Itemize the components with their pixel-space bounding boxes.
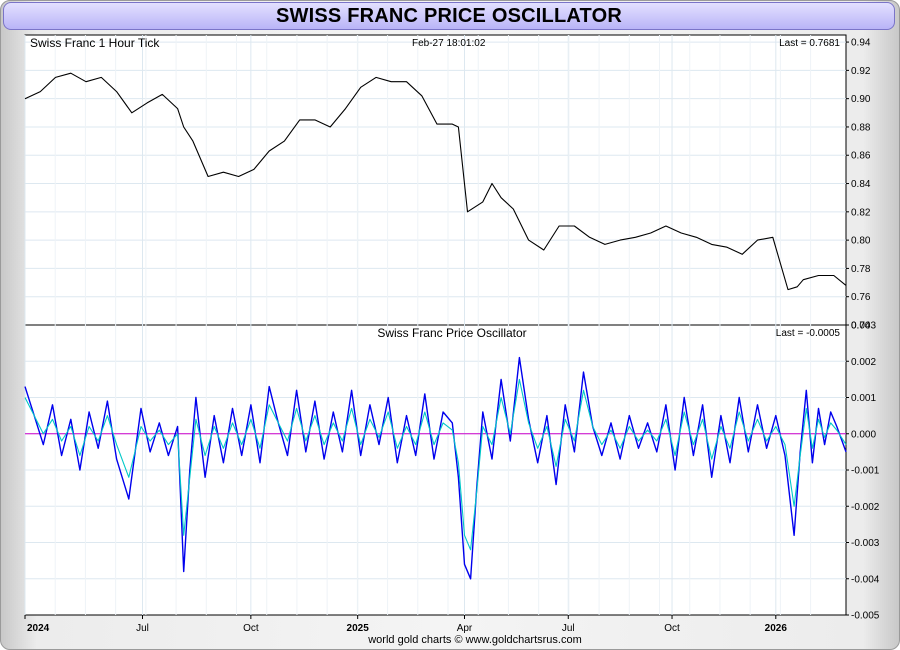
x-tick-label: Apr — [457, 623, 473, 634]
top-panel — [24, 34, 847, 326]
y-tick-label: 0.76 — [851, 292, 871, 303]
price-last-value: Last = 0.7681 — [779, 38, 840, 49]
oscillator-signal-line — [24, 378, 847, 551]
y-tick-label: 0.92 — [851, 66, 871, 77]
x-tick-label: 2024 — [27, 623, 50, 634]
x-tick-label: Oct — [664, 623, 680, 634]
y-tick-label: 0.001 — [851, 393, 876, 404]
oscillator-chart-title: Swiss Franc Price Oscillator — [377, 326, 526, 340]
oscillator-last-value: Last = -0.0005 — [776, 328, 841, 339]
y-tick-label: 0.74 — [851, 321, 871, 332]
grid-layer — [24, 35, 849, 619]
footer-credit: world gold charts © www.goldchartsrus.co… — [367, 634, 582, 646]
y-tick-label: -0.004 — [851, 574, 880, 585]
y-tick-label: 0.86 — [851, 151, 871, 162]
y-tick-label: -0.002 — [851, 502, 880, 513]
oscillator-series-line — [24, 356, 847, 580]
y-tick-label: 0.78 — [851, 264, 871, 275]
label-layer: Swiss Franc 1 Hour Tick Feb-27 18:01:02 … — [27, 36, 880, 646]
price-series-line — [24, 72, 847, 291]
series-layer — [24, 72, 847, 580]
y-tick-label: 0.84 — [851, 179, 871, 190]
y-tick-label: 0.000 — [851, 429, 876, 440]
y-tick-label: 0.80 — [851, 236, 871, 247]
y-tick-label: 0.90 — [851, 94, 871, 105]
y-tick-label: 0.94 — [851, 38, 871, 49]
y-tick-label: -0.003 — [851, 538, 880, 549]
x-tick-label: 2025 — [347, 623, 370, 634]
y-tick-label: 0.002 — [851, 357, 876, 368]
x-tick-label: Jul — [562, 623, 575, 634]
y-tick-label: -0.001 — [851, 466, 880, 477]
x-tick-label: Oct — [243, 623, 259, 634]
x-tick-label: Jul — [136, 623, 149, 634]
y-tick-label: 0.82 — [851, 207, 871, 218]
price-chart-title: Swiss Franc 1 Hour Tick — [30, 36, 160, 50]
price-chart-timestamp: Feb-27 18:01:02 — [412, 38, 486, 49]
page-title: SWISS FRANC PRICE OSCILLATOR — [276, 5, 622, 27]
title-bar: SWISS FRANC PRICE OSCILLATOR — [3, 2, 895, 30]
y-tick-label: 0.88 — [851, 122, 871, 133]
y-tick-label: 0.003 — [851, 321, 876, 332]
x-tick-label: 2026 — [765, 623, 788, 634]
y-tick-label: -0.005 — [851, 611, 880, 622]
